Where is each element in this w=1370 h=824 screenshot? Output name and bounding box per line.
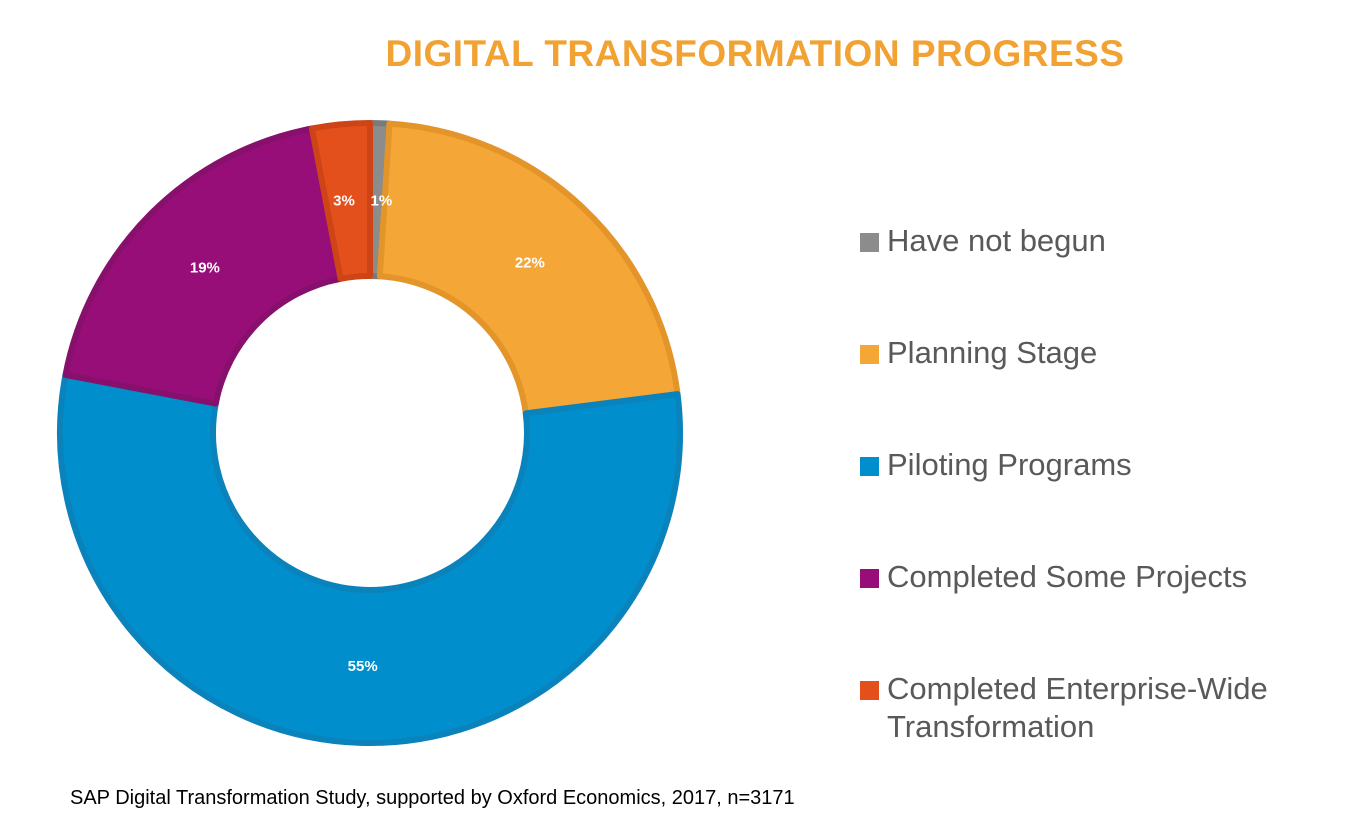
donut-slice-completed-enterprise-wide-transformation: [308, 120, 373, 282]
legend-swatch: [860, 569, 879, 588]
legend-item-completed-enterprise-wide-transformation: Completed Enterprise-Wide Transformation: [860, 670, 1337, 746]
legend-item-piloting-programs: Piloting Programs: [860, 446, 1337, 484]
donut-slice-completed-some-projects: [62, 125, 344, 407]
legend-label: Piloting Programs: [887, 447, 1132, 482]
data-label-planning-stage: 22%: [515, 254, 545, 271]
legend-label: Completed Some Projects: [887, 559, 1248, 594]
legend-label: Have not begun: [887, 223, 1106, 258]
legend-swatch: [860, 681, 879, 700]
chart-title: DIGITAL TRANSFORMATION PROGRESS: [385, 33, 1125, 74]
legend-label: Planning Stage: [887, 335, 1098, 370]
legend-label: Completed Enterprise-Wide Transformation: [887, 671, 1268, 744]
legend-swatch: [860, 233, 879, 252]
legend-item-planning-stage: Planning Stage: [860, 334, 1337, 372]
legend-item-have-not-begun: Have not begun: [860, 222, 1337, 260]
donut-data-labels: 1% 22% 55% 19% 3%: [190, 193, 545, 675]
data-label-have-not-begun: 1%: [370, 193, 392, 210]
data-label-completed-some-projects: 19%: [190, 259, 220, 276]
legend-item-completed-some-projects: Completed Some Projects: [860, 558, 1337, 596]
donut-slice-piloting-programs: [57, 371, 683, 746]
data-label-piloting-programs: 55%: [348, 658, 378, 675]
legend-swatch: [860, 457, 879, 476]
data-label-completed-enterprise-wide-transformation: 3%: [333, 193, 355, 210]
source-note: SAP Digital Transformation Study, suppor…: [70, 787, 795, 809]
donut-chart: 1% 22% 55% 19% 3%: [57, 120, 683, 746]
donut-slice-planning-stage: [376, 120, 681, 417]
donut-slices: [57, 120, 683, 746]
legend-swatch: [860, 345, 879, 364]
